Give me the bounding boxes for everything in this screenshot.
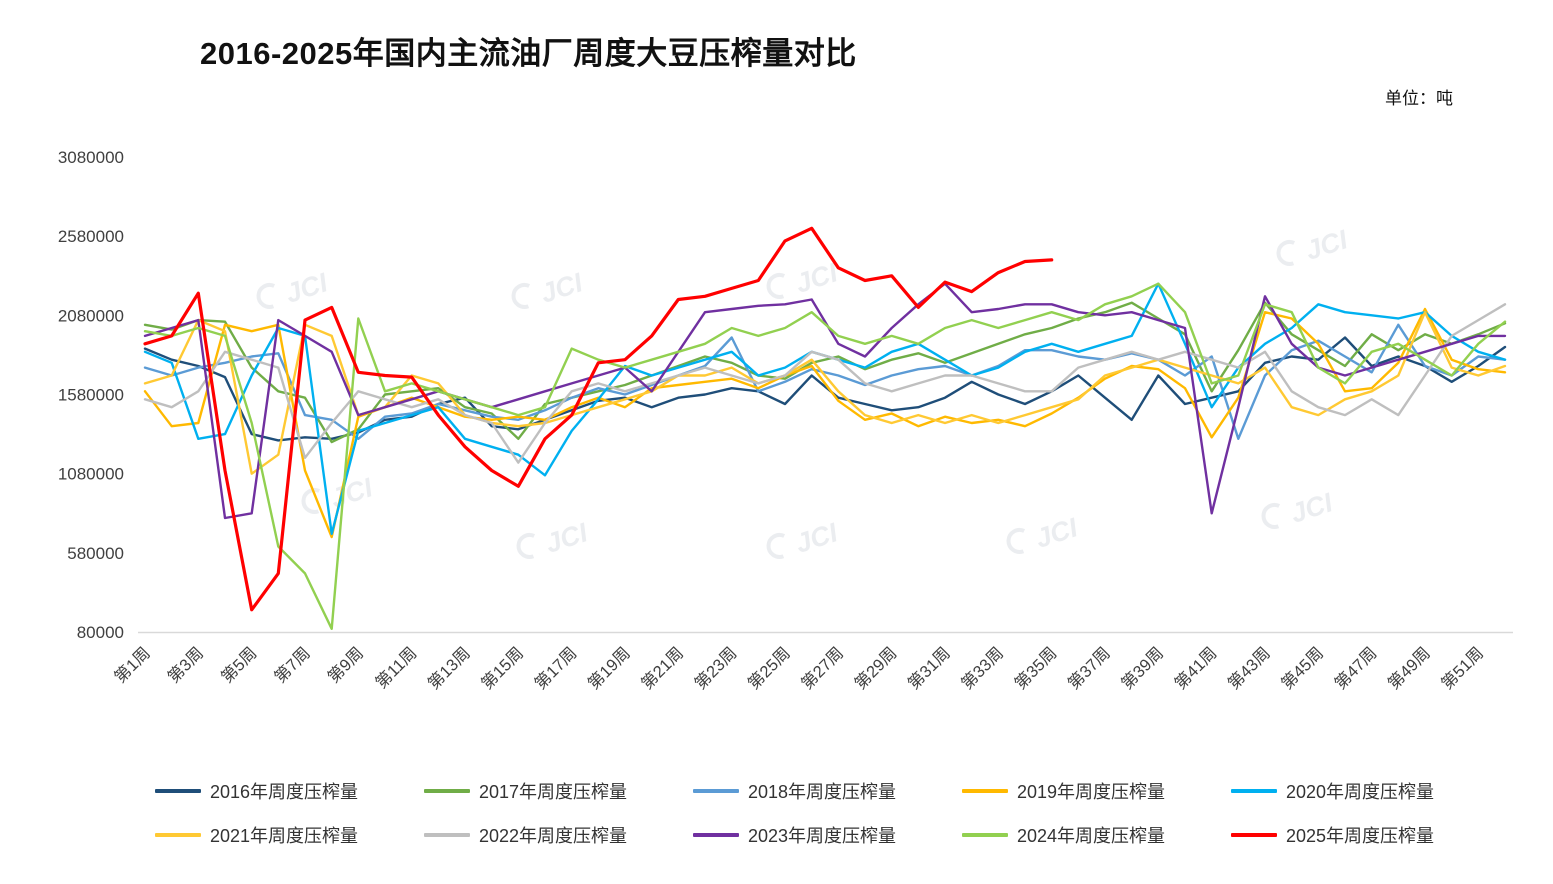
legend-item-2024: 2024年周度压榨量 [962, 822, 1231, 848]
y-axis-tick-label: 1580000 [58, 386, 124, 405]
x-axis-tick-label: 第25周 [744, 643, 794, 693]
unit-label: 单位：吨 [1385, 89, 1453, 108]
watermark: JCI [301, 472, 377, 514]
x-axis-tick-label: 第3周 [164, 643, 207, 686]
watermark: JCI [256, 267, 332, 309]
watermark-swoosh-icon [1006, 527, 1026, 554]
x-axis-tick-label: 第51周 [1437, 643, 1487, 693]
legend-swatch-2016 [155, 788, 201, 794]
x-axis-tick-label: 第5周 [217, 643, 260, 686]
legend-swatch-2018 [693, 788, 739, 794]
x-axis-tick-label: 第45周 [1277, 643, 1327, 693]
legend-item-2021: 2021年周度压榨量 [155, 822, 424, 848]
legend-item-2017: 2017年周度压榨量 [424, 778, 693, 804]
x-axis-tick-label: 第9周 [324, 643, 367, 686]
x-axis-tick-label: 第33周 [957, 643, 1007, 693]
y-axis-tick-label: 2580000 [58, 227, 124, 246]
watermark-text: JCI [282, 267, 332, 309]
watermark: JCI [766, 517, 842, 559]
x-axis-tick-label: 第43周 [1224, 643, 1274, 693]
x-axis-tick-label: 第35周 [1011, 643, 1061, 693]
watermark-text: JCI [542, 517, 592, 559]
x-axis-tick-label: 第47周 [1331, 643, 1381, 693]
watermark-text: JCI [792, 517, 842, 559]
x-axis-tick-label: 第29周 [851, 643, 901, 693]
legend-label: 2022年周度压榨量 [479, 826, 628, 846]
watermark: JCI [1261, 487, 1337, 529]
legend-item-2023: 2023年周度压榨量 [693, 822, 962, 848]
x-axis-tick-label: 第27周 [797, 643, 847, 693]
legend-swatch-2025 [1231, 832, 1277, 838]
watermark-swoosh-icon [766, 532, 786, 559]
series-line-2022年周度压榨量 [143, 303, 1507, 464]
watermark-text: JCI [327, 472, 377, 514]
y-axis-tick-label: 80000 [77, 623, 124, 642]
legend-label: 2019年周度压榨量 [1017, 782, 1166, 802]
legend-swatch-2020 [1231, 788, 1277, 794]
series-line-2025年周度压榨量 [143, 226, 1054, 612]
chart-title: 2016-2025年国内主流油厂周度大豆压榨量对比 [200, 36, 857, 71]
legend-label: 2025年周度压榨量 [1286, 826, 1435, 846]
series-line-2024年周度压榨量 [143, 282, 1507, 630]
chart-legend: 2016年周度压榨量 2017年周度压榨量 2018年周度压榨量 2019年周度… [155, 778, 1500, 848]
legend-swatch-2024 [962, 832, 1008, 838]
legend-item-2020: 2020年周度压榨量 [1231, 778, 1500, 804]
watermark-swoosh-icon [1261, 502, 1281, 529]
watermark-text: JCI [537, 267, 587, 309]
watermark-text: JCI [1302, 224, 1352, 266]
legend-label: 2023年周度压榨量 [748, 826, 897, 846]
x-axis-tick-label: 第19周 [584, 643, 634, 693]
legend-label: 2024年周度压榨量 [1017, 826, 1166, 846]
legend-row-1: 2016年周度压榨量 2017年周度压榨量 2018年周度压榨量 2019年周度… [155, 778, 1500, 804]
x-axis-tick-label: 第41周 [1171, 643, 1221, 693]
legend-item-2022: 2022年周度压榨量 [424, 822, 693, 848]
legend-swatch-2019 [962, 788, 1008, 794]
legend-swatch-2017 [424, 788, 470, 794]
watermark-text: JCI [1032, 512, 1082, 554]
legend-label: 2016年周度压榨量 [210, 782, 359, 802]
legend-label: 2020年周度压榨量 [1286, 782, 1435, 802]
watermark: JCI [1006, 512, 1082, 554]
legend-swatch-2021 [155, 832, 201, 838]
legend-label: 2021年周度压榨量 [210, 826, 359, 846]
x-axis-tick-label: 第15周 [477, 643, 527, 693]
x-axis-tick-label: 第39周 [1117, 643, 1167, 693]
x-axis-tick-label: 第49周 [1384, 643, 1434, 693]
watermark-swoosh-icon [766, 272, 786, 299]
watermark-swoosh-icon [516, 532, 536, 559]
watermark: JCI [516, 517, 592, 559]
x-axis-tick-label: 第7周 [271, 643, 314, 686]
watermark-swoosh-icon [511, 282, 531, 309]
y-axis-tick-label: 3080000 [58, 148, 124, 167]
x-axis-tick-label: 第11周 [372, 643, 421, 692]
x-axis-tick-label: 第37周 [1064, 643, 1114, 693]
legend-label: 2018年周度压榨量 [748, 782, 897, 802]
legend-label: 2017年周度压榨量 [479, 782, 628, 802]
watermark: JCI [511, 267, 587, 309]
series-line-2023年周度压榨量 [143, 282, 1507, 520]
legend-item-2018: 2018年周度压榨量 [693, 778, 962, 804]
x-axis-tick-label: 第13周 [424, 643, 474, 693]
legend-item-2016: 2016年周度压榨量 [155, 778, 424, 804]
legend-swatch-2022 [424, 832, 470, 838]
y-axis-tick-label: 580000 [67, 544, 124, 563]
y-axis-tick-label: 2080000 [58, 306, 124, 325]
watermark-swoosh-icon [1276, 239, 1296, 266]
x-axis-tick-label: 第21周 [637, 643, 687, 693]
legend-item-2025: 2025年周度压榨量 [1231, 822, 1500, 848]
x-axis-tick-label: 第17周 [531, 643, 581, 693]
watermark-swoosh-icon [256, 282, 276, 309]
legend-swatch-2023 [693, 832, 739, 838]
legend-row-2: 2021年周度压榨量 2022年周度压榨量 2023年周度压榨量 2024年周度… [155, 822, 1500, 848]
watermark-text: JCI [1287, 487, 1337, 529]
y-axis-tick-label: 1080000 [58, 465, 124, 484]
x-axis-tick-label: 第1周 [111, 643, 154, 686]
watermark: JCI [1276, 224, 1352, 266]
x-axis-tick-label: 第31周 [904, 643, 954, 693]
x-axis-tick-label: 第23周 [691, 643, 741, 693]
legend-item-2019: 2019年周度压榨量 [962, 778, 1231, 804]
